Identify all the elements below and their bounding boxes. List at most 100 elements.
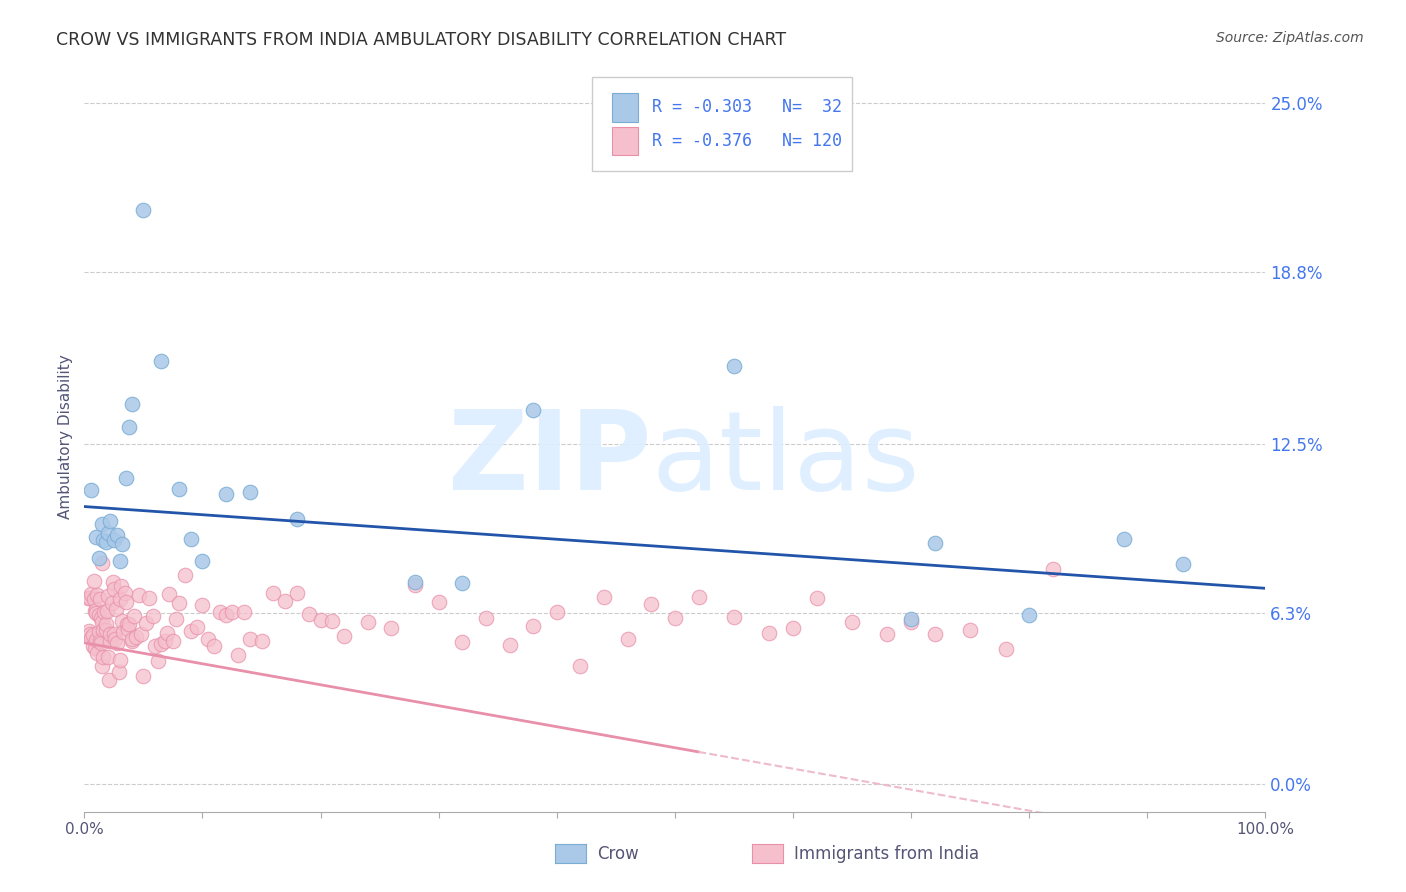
Point (91, 533, 114, 548)
Point (333, 629, 356, 643)
Point (924, 536, 946, 550)
Point (900, 611, 922, 625)
Point (209, 605, 232, 619)
Point (84, 604, 107, 618)
Point (91, 650, 114, 665)
Point (321, 614, 343, 628)
Point (77, 624, 100, 639)
Point (226, 648, 249, 662)
Point (82, 639, 104, 653)
Point (427, 595, 450, 609)
Point (115, 617, 138, 632)
Point (232, 605, 254, 619)
Point (97, 589, 120, 603)
Point (107, 528, 129, 542)
Point (94, 616, 117, 631)
Text: CROW VS IMMIGRANTS FROM INDIA AMBULATORY DISABILITY CORRELATION CHART: CROW VS IMMIGRANTS FROM INDIA AMBULATORY… (56, 31, 786, 49)
Point (129, 627, 152, 641)
Point (98, 514, 121, 528)
Text: ZIP: ZIP (449, 406, 651, 513)
Point (118, 420, 141, 434)
Point (90, 610, 112, 624)
Point (994, 641, 1017, 656)
Point (285, 586, 308, 600)
Point (82, 627, 104, 641)
Point (89, 591, 111, 606)
Point (125, 630, 148, 644)
Point (98, 673, 121, 687)
Point (782, 621, 804, 635)
Point (103, 533, 125, 547)
Point (114, 595, 136, 609)
Point (108, 554, 131, 568)
Point (239, 632, 262, 647)
Point (91, 623, 114, 637)
Point (103, 626, 125, 640)
FancyBboxPatch shape (612, 127, 638, 155)
Point (546, 606, 568, 620)
Point (80, 587, 103, 601)
Point (96, 604, 118, 618)
Point (91, 516, 114, 531)
Point (80, 631, 103, 645)
Point (132, 202, 155, 217)
Point (593, 590, 616, 604)
Point (121, 632, 143, 646)
Point (180, 532, 202, 546)
Point (90, 636, 112, 650)
Point (77, 591, 100, 605)
Point (128, 588, 150, 602)
Point (103, 582, 125, 596)
Point (79, 627, 101, 641)
Point (191, 554, 214, 568)
Y-axis label: Ambulatory Disability: Ambulatory Disability (58, 355, 73, 519)
Point (91, 615, 114, 629)
Point (138, 591, 160, 605)
Point (150, 637, 173, 651)
Point (569, 659, 592, 673)
Point (84, 606, 107, 620)
Point (640, 597, 662, 611)
Point (723, 610, 745, 624)
Point (1112, 532, 1135, 546)
Point (1042, 562, 1064, 576)
Point (153, 634, 176, 648)
Point (156, 626, 179, 640)
Point (121, 634, 143, 648)
Point (180, 624, 202, 638)
Text: atlas: atlas (651, 406, 920, 513)
Point (380, 621, 402, 635)
Point (112, 625, 135, 640)
Point (475, 610, 498, 624)
Point (285, 512, 308, 526)
Point (357, 615, 380, 629)
Point (83, 574, 105, 588)
Point (146, 654, 169, 668)
Point (108, 592, 131, 607)
Point (107, 636, 129, 650)
Point (84, 530, 107, 544)
Text: Crow: Crow (598, 845, 640, 863)
Point (91, 556, 114, 570)
Point (105, 601, 128, 615)
Point (173, 567, 195, 582)
Point (758, 625, 780, 640)
Point (142, 608, 165, 623)
Point (616, 632, 638, 646)
Point (215, 487, 238, 501)
FancyBboxPatch shape (612, 93, 638, 121)
Text: Immigrants from India: Immigrants from India (794, 845, 980, 863)
Text: R = -0.303   N=  32: R = -0.303 N= 32 (652, 98, 842, 116)
Point (167, 483, 190, 497)
Point (924, 627, 946, 641)
Point (522, 619, 544, 633)
Point (150, 354, 173, 368)
Point (197, 632, 219, 646)
Point (250, 634, 273, 648)
Point (97, 525, 120, 540)
Point (274, 594, 297, 608)
Point (135, 616, 157, 631)
Point (87, 550, 110, 565)
Point (186, 620, 208, 634)
Point (110, 579, 132, 593)
